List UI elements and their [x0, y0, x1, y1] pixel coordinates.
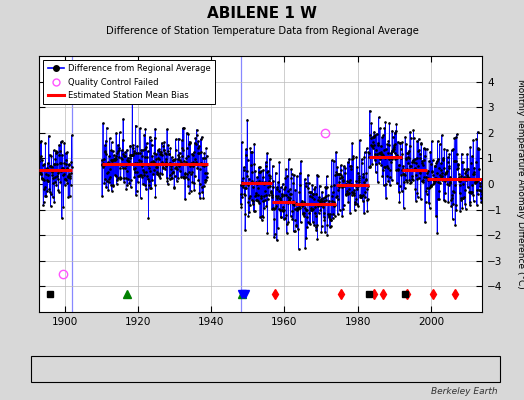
Text: Difference of Station Temperature Data from Regional Average: Difference of Station Temperature Data f…: [105, 26, 419, 36]
Text: Empirical Break: Empirical Break: [424, 364, 495, 374]
Y-axis label: Monthly Temperature Anomaly Difference (°C): Monthly Temperature Anomaly Difference (…: [516, 79, 524, 289]
Legend: Difference from Regional Average, Quality Control Failed, Estimated Station Mean: Difference from Regional Average, Qualit…: [43, 60, 215, 104]
Text: Berkeley Earth: Berkeley Earth: [431, 387, 498, 396]
Text: Time of Obs. Change: Time of Obs. Change: [282, 364, 377, 374]
Text: Station Move: Station Move: [64, 364, 124, 374]
Text: ABILENE 1 W: ABILENE 1 W: [207, 6, 317, 21]
Text: Record Gap: Record Gap: [172, 364, 225, 374]
